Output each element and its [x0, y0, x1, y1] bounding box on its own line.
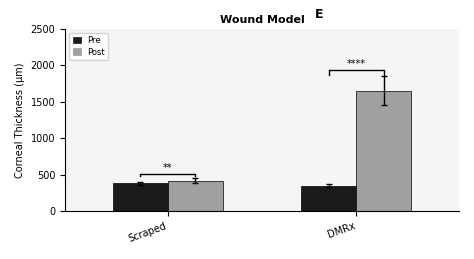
Title: Wound Model: Wound Model — [219, 15, 304, 25]
Bar — [301, 186, 356, 211]
Bar — [168, 181, 223, 211]
Bar — [356, 91, 411, 211]
Y-axis label: Corneal Thickness (μm): Corneal Thickness (μm) — [15, 62, 25, 178]
Text: ****: **** — [346, 60, 366, 69]
Text: E: E — [315, 8, 324, 21]
Bar — [113, 183, 168, 211]
Text: **: ** — [163, 163, 173, 173]
Legend: Pre, Post: Pre, Post — [69, 33, 109, 60]
